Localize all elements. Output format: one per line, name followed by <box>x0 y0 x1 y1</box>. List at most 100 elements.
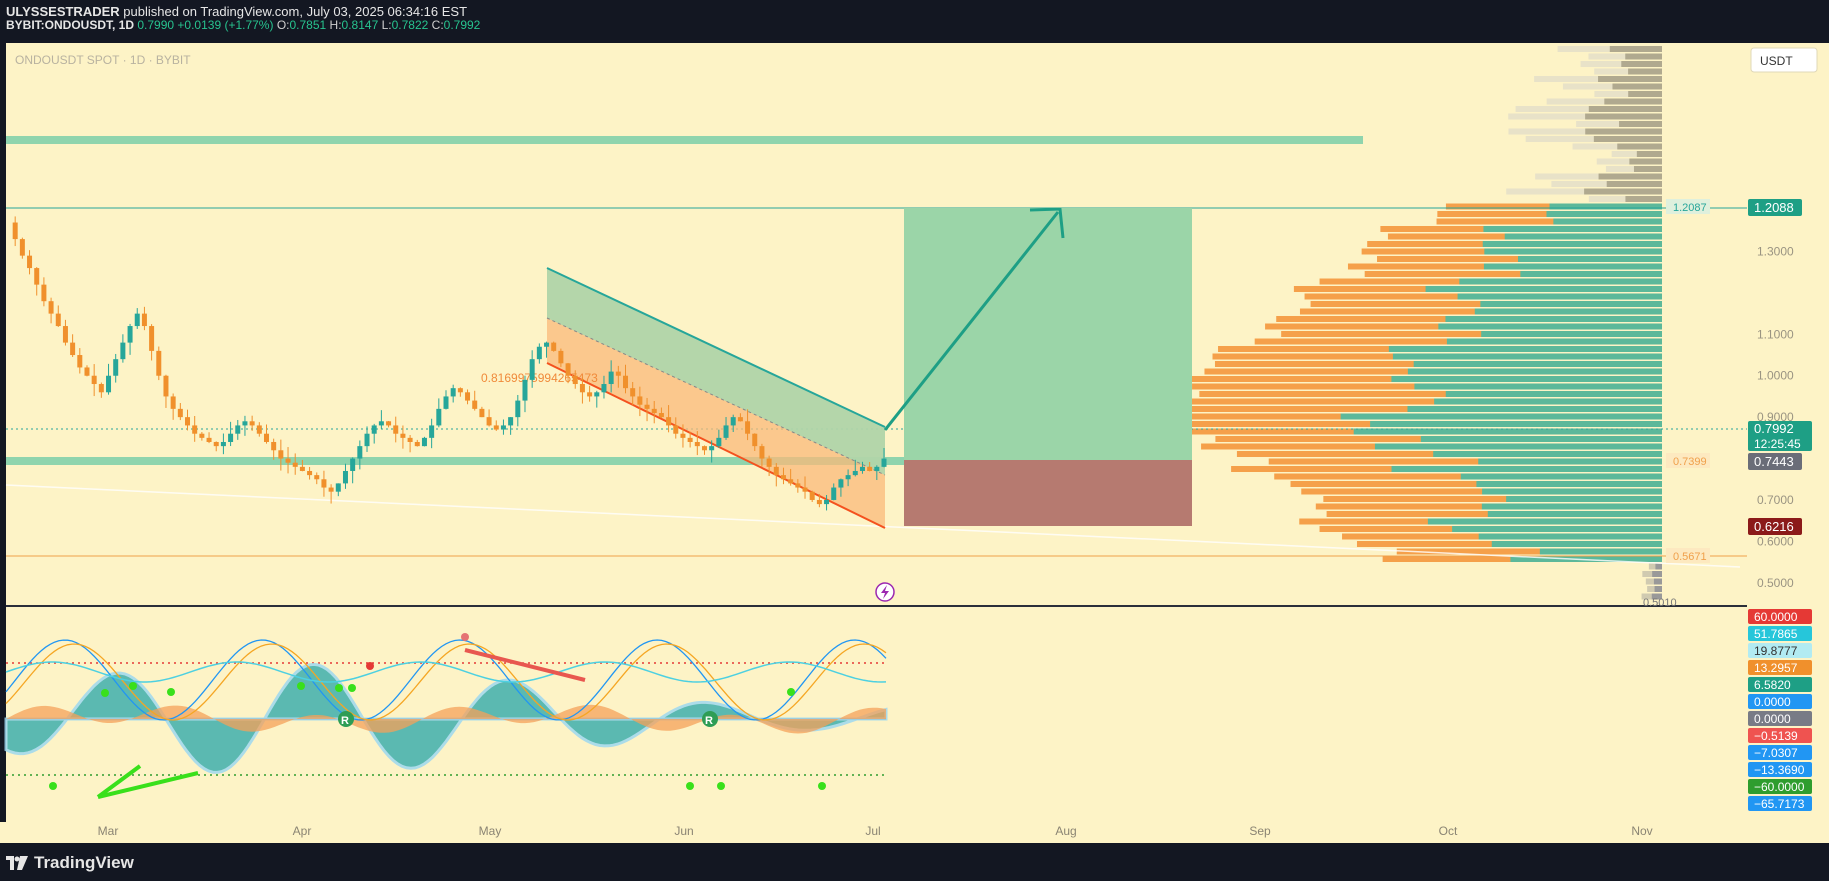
candle-body <box>816 499 822 505</box>
vp-bar-inner <box>1438 323 1662 330</box>
candle-body <box>680 433 686 438</box>
symbol-label[interactable]: BYBIT:ONDOUSDT, 1D <box>6 18 135 32</box>
candle-body <box>752 433 758 447</box>
tradingview-logo-icon <box>6 856 28 870</box>
candle-body <box>321 479 327 488</box>
vp-bar-inner <box>1370 421 1662 427</box>
x-tick-label: Nov <box>1631 824 1652 838</box>
candle-body <box>493 425 499 430</box>
vp-high-label: 1.2087 <box>1673 202 1707 214</box>
y-tick-label: 0.7000 <box>1757 493 1794 507</box>
entry-price: 0.7443 <box>1754 454 1794 469</box>
candle-body <box>651 408 657 414</box>
vp-bar <box>1199 391 1662 397</box>
oscillator: R R <box>4 633 888 799</box>
open-value: 0.7851 <box>289 18 327 32</box>
vp-bar <box>1323 496 1662 502</box>
support-zone <box>6 457 1026 465</box>
osc-marker-1 <box>338 711 354 727</box>
x-tick-label: Oct <box>1439 824 1458 838</box>
candle-body <box>199 433 205 438</box>
candle-body <box>867 466 873 471</box>
vp-bar-inner <box>1617 143 1662 150</box>
vp-bar-inner <box>1476 481 1662 487</box>
currency-selector[interactable] <box>1750 47 1818 73</box>
candle-body <box>127 326 133 343</box>
entry-badge <box>1748 453 1802 470</box>
vp-bar-inner <box>1478 458 1662 465</box>
signal-dot <box>101 689 109 697</box>
osc-badge-value: −7.0307 <box>1754 746 1798 760</box>
vp-bar-inner <box>1549 203 1662 210</box>
last-price: 0.7990 <box>137 18 175 32</box>
candle-body <box>737 417 743 422</box>
vp-bar <box>1364 271 1662 277</box>
osc-fast-line <box>5 639 887 721</box>
vp-bar-inner <box>1593 136 1662 142</box>
candle-body <box>608 371 614 385</box>
vp-bar-inner <box>1433 451 1662 457</box>
candle-body <box>77 355 83 368</box>
candle-body <box>701 446 707 451</box>
candle-body <box>766 458 772 467</box>
position-loss-zone <box>904 460 1192 526</box>
candle-body <box>299 466 305 471</box>
vp-bar-inner <box>1625 53 1662 60</box>
vp-bar-inner <box>1452 526 1662 532</box>
vp-bar-inner <box>1625 196 1662 202</box>
candle-body <box>759 446 765 459</box>
candle-body <box>206 437 212 442</box>
osc-badge <box>1748 762 1812 777</box>
vp-bar-inner <box>1652 571 1662 577</box>
vp-bar-inner <box>1655 563 1662 570</box>
signal-dot <box>818 782 826 790</box>
vp-bar-inner <box>1445 316 1662 322</box>
candle-body <box>328 487 334 492</box>
vp-bar-inner <box>1425 286 1662 292</box>
tradingview-logo[interactable]: TradingView <box>6 853 134 873</box>
signal-dot <box>49 782 57 790</box>
time-axis[interactable] <box>0 822 1829 843</box>
vp-bar-inner <box>1388 346 1662 352</box>
osc-badge-value: 19.8777 <box>1754 644 1798 658</box>
vp-bar-inner <box>1553 218 1662 225</box>
candle-body <box>27 255 33 269</box>
candle-body <box>141 313 147 327</box>
high-label: H: <box>329 18 342 32</box>
osc-badge-value: 51.7865 <box>1754 627 1798 641</box>
osc-badge-value: −65.7173 <box>1754 797 1805 811</box>
candle-body <box>163 375 169 397</box>
candle-body <box>249 421 255 426</box>
osc-badge-value: −13.3690 <box>1754 763 1805 777</box>
candle-body <box>658 413 664 418</box>
osc-marker-2-label: R <box>705 715 713 727</box>
candle-body <box>357 446 363 459</box>
vp-poc-label: 0.7399 <box>1673 456 1707 468</box>
candle-body <box>536 346 542 360</box>
candle-body <box>278 450 284 459</box>
candle-body <box>55 313 61 327</box>
bar-countdown: 12:25:45 <box>1754 437 1801 451</box>
osc-badge <box>1748 711 1812 726</box>
vp-bar-inner <box>1340 413 1662 420</box>
candle-body <box>12 222 18 240</box>
candle-body <box>106 375 112 393</box>
candle-body <box>579 384 585 393</box>
candle-body <box>393 425 399 434</box>
signal-dot <box>129 682 137 690</box>
candle-body <box>709 446 715 451</box>
lightning-icon[interactable] <box>875 582 895 602</box>
publish-info: published on TradingView.com, July 03, 2… <box>119 4 468 19</box>
signal-dot <box>297 682 305 690</box>
candle-body <box>673 425 679 434</box>
candle-body <box>859 466 865 471</box>
candle-body <box>263 433 269 442</box>
candles <box>12 216 887 511</box>
vp-bar-inner <box>1598 76 1662 82</box>
candle-body <box>687 437 693 442</box>
author-name[interactable]: ULYSSESTRADER <box>6 4 120 19</box>
candle-body <box>213 441 219 447</box>
candle-body <box>845 475 851 480</box>
stop-badge <box>1748 518 1802 535</box>
